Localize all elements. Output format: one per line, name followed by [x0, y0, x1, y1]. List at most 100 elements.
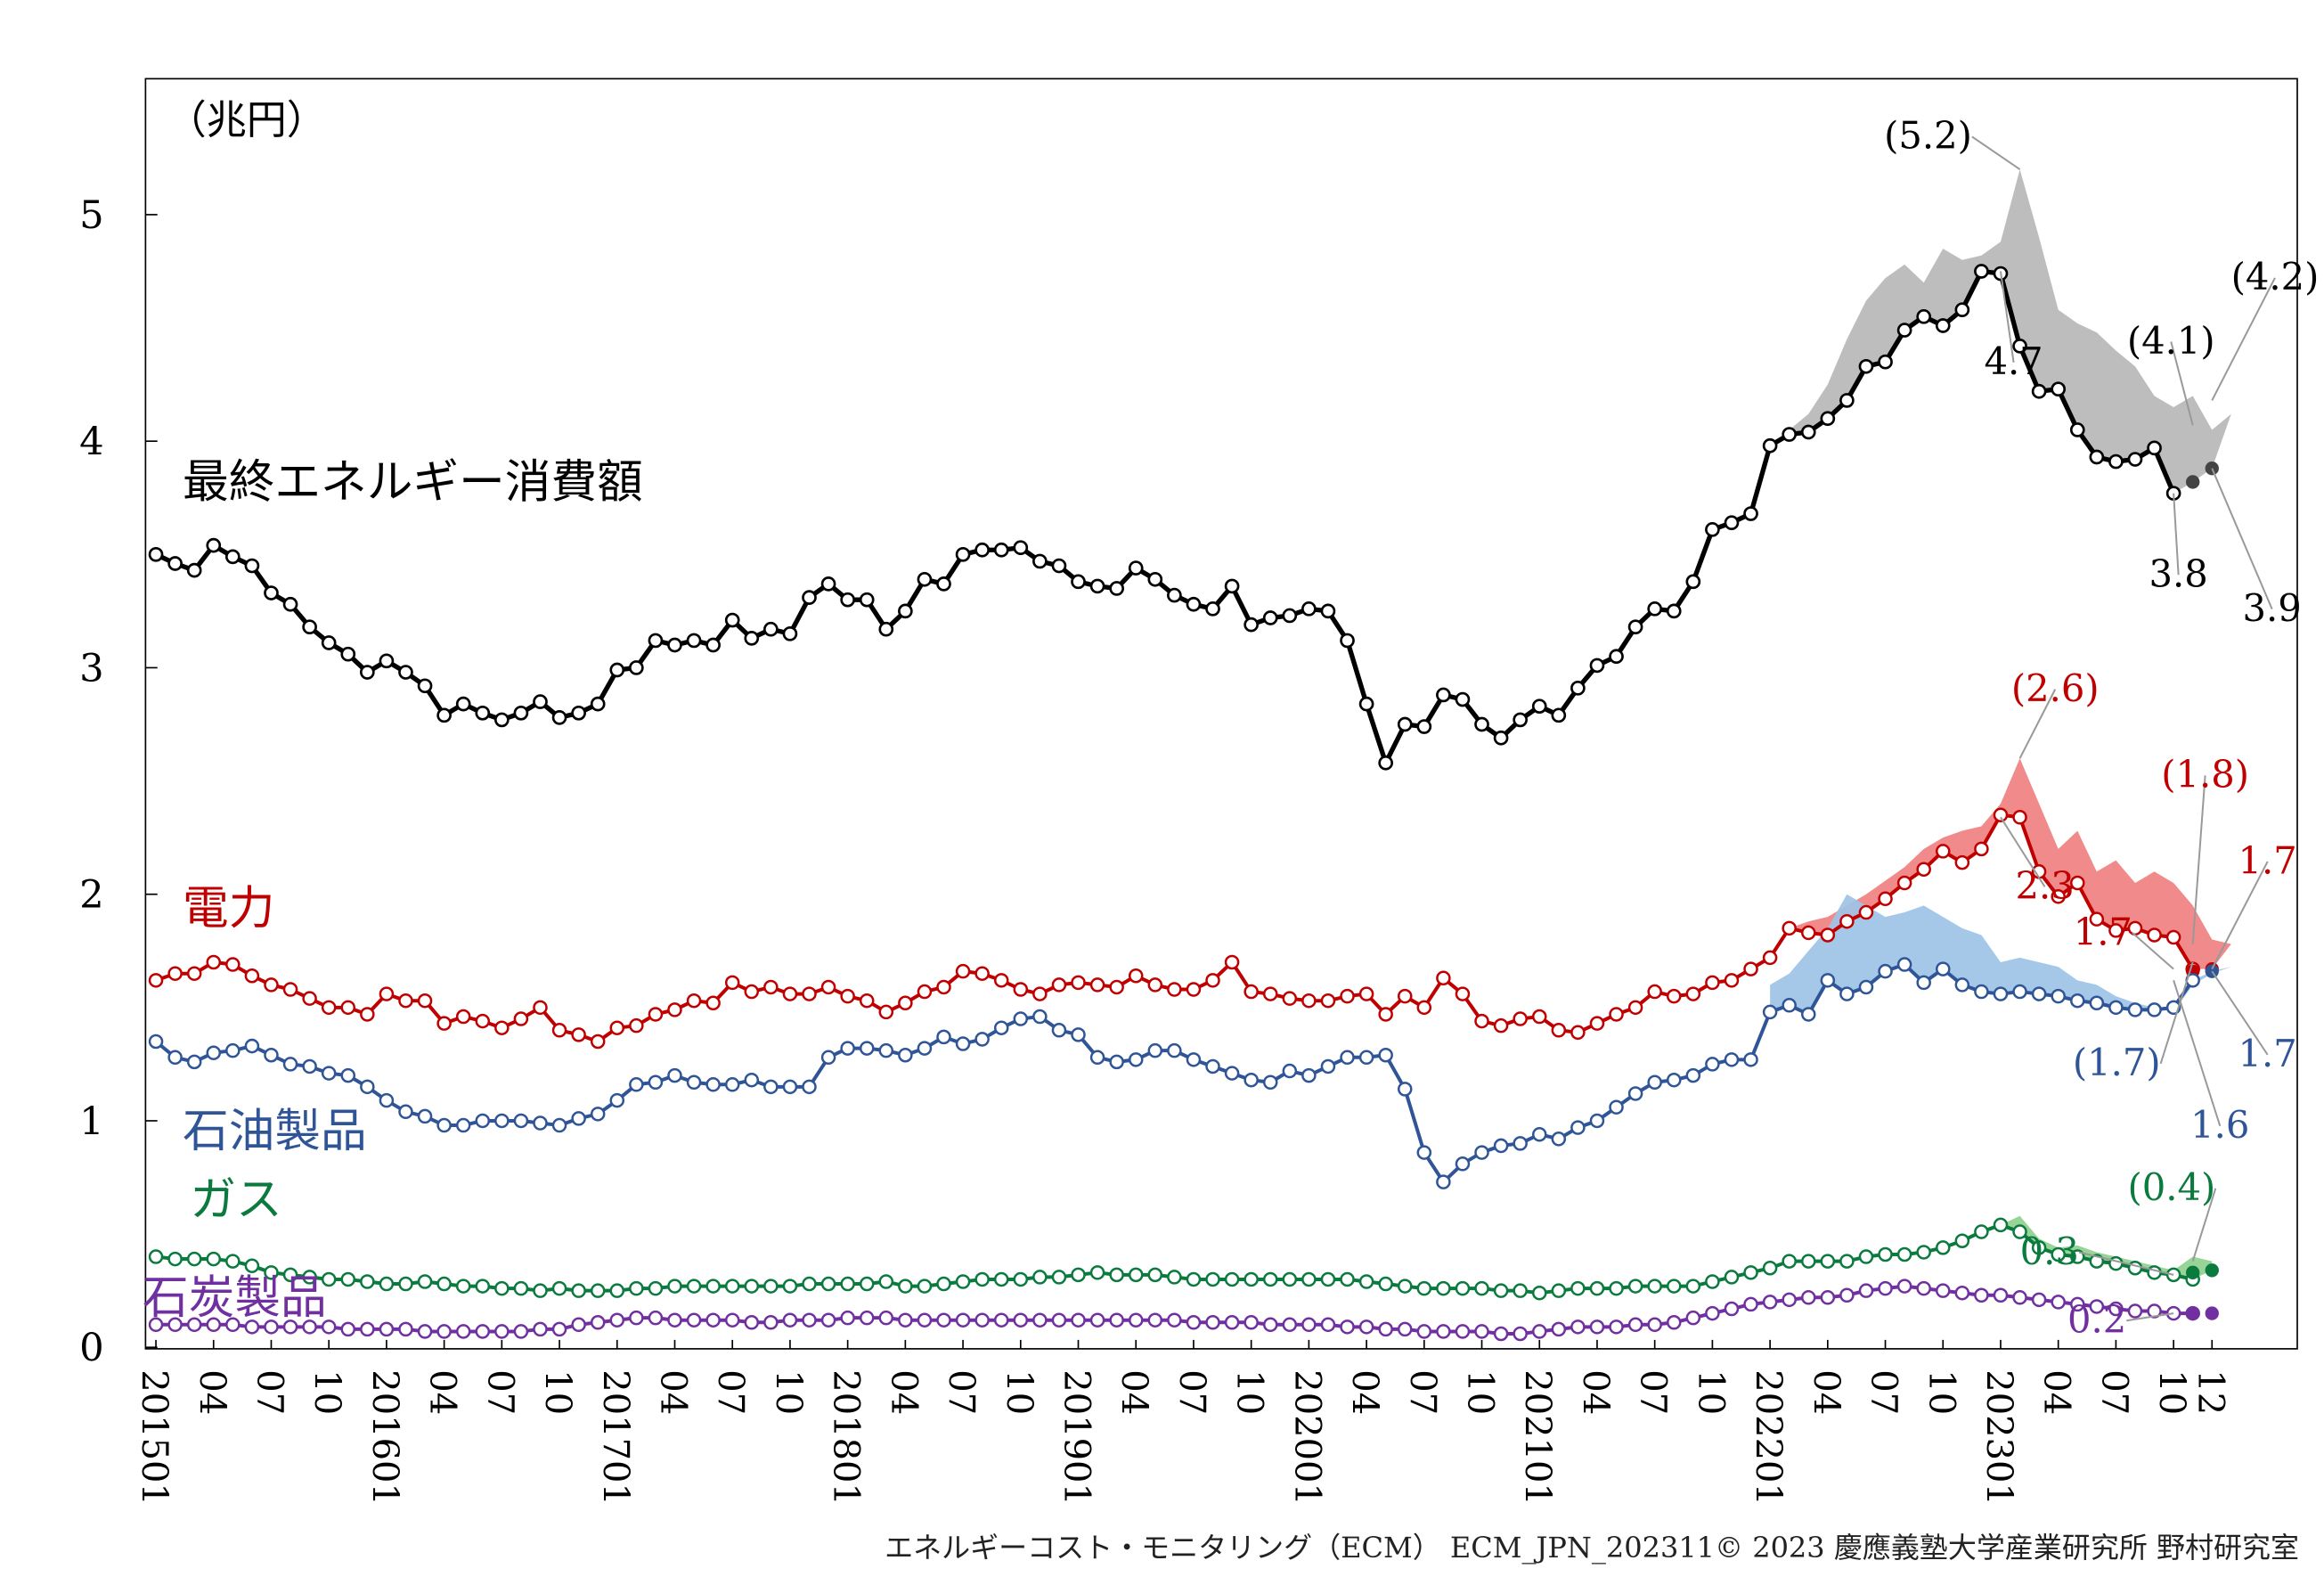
data-point [724, 1279, 740, 1294]
data-point [1531, 1009, 1547, 1025]
data-point [1513, 1011, 1528, 1026]
data-point [1743, 1265, 1758, 1280]
data-point [533, 1000, 548, 1016]
annotation-leader [2211, 277, 2276, 401]
data-point [1820, 973, 1836, 988]
data-point [724, 1312, 740, 1328]
data-point [1358, 1319, 1374, 1335]
data-point [1320, 1317, 1336, 1333]
data-point [1128, 1267, 1144, 1283]
data-point [186, 1317, 202, 1333]
data-point [2147, 927, 2162, 943]
data-point [705, 1312, 721, 1328]
data-point [1782, 1254, 1797, 1269]
forecast-point [2186, 475, 2200, 489]
data-point [321, 1271, 337, 1287]
data-point [1974, 1287, 1989, 1303]
data-point [1397, 716, 1413, 732]
x-tick-label: 10 [306, 1369, 347, 1415]
data-point [551, 1023, 567, 1038]
data-point [859, 1041, 875, 1056]
data-point [1436, 1324, 1451, 1339]
data-point [1609, 1007, 1624, 1022]
forecast-point [2205, 1263, 2219, 1278]
data-point [1282, 1317, 1298, 1333]
data-point [917, 1312, 933, 1328]
data-point [1051, 977, 1067, 993]
data-point [398, 1276, 413, 1292]
data-point [1858, 904, 1874, 920]
data-point [533, 1283, 548, 1298]
data-point [974, 542, 990, 558]
data-point [1416, 1000, 1432, 1016]
data-point [917, 1041, 933, 1056]
data-point [436, 1117, 452, 1133]
data-point [878, 1042, 894, 1058]
data-point [2127, 1260, 2143, 1276]
data-point [1147, 571, 1163, 587]
annotation-label: (5.2) [1884, 114, 1972, 158]
data-point [1916, 975, 1931, 991]
x-tick-label: 202301 [1978, 1369, 2019, 1506]
data-point [1570, 1025, 1586, 1041]
data-point [1974, 841, 1989, 857]
data-point [1685, 1310, 1701, 1326]
data-point [167, 966, 183, 981]
data-point [1262, 610, 1278, 625]
data-point [1282, 991, 1298, 1006]
data-point [264, 1319, 279, 1335]
data-point [840, 1276, 855, 1292]
data-point [1474, 1145, 1489, 1160]
data-point [1397, 988, 1413, 1004]
data-point [955, 1036, 971, 1051]
data-point [455, 1009, 471, 1025]
data-point [571, 705, 586, 721]
data-point [1627, 1086, 1643, 1101]
data-point [264, 1265, 279, 1280]
data-point [1878, 1246, 1893, 1262]
data-point [571, 1111, 586, 1126]
data-point [1896, 1279, 1912, 1294]
data-point [167, 1050, 183, 1066]
data-point [436, 707, 452, 723]
data-point [609, 1092, 625, 1108]
data-point [1685, 574, 1701, 590]
data-point [302, 1270, 317, 1285]
data-point [1762, 1260, 1778, 1276]
data-point [398, 1321, 413, 1337]
data-point [1724, 515, 1740, 531]
data-point [1858, 979, 1874, 995]
data-point [1167, 587, 1182, 603]
data-point [744, 984, 760, 1000]
data-point [1551, 707, 1567, 723]
data-point [2012, 1290, 2027, 1305]
data-point [1609, 1319, 1624, 1335]
data-point [1109, 581, 1124, 596]
forecast-point [2205, 964, 2219, 978]
x-tick-label: 202001 [1286, 1369, 1327, 1506]
forecast-point [2205, 462, 2219, 476]
x-tick-label: 12 [2189, 1369, 2230, 1415]
data-point [1839, 1287, 1855, 1303]
data-point [859, 1276, 875, 1292]
data-point [1205, 601, 1220, 617]
data-point [1455, 1324, 1471, 1339]
data-point [1531, 1285, 1547, 1301]
data-point [820, 1276, 836, 1292]
data-point [282, 982, 298, 997]
data-point [1589, 1113, 1605, 1129]
series-label: 電力 [183, 882, 274, 935]
data-point [398, 665, 413, 680]
data-point [1993, 986, 2009, 1001]
data-point [1109, 1312, 1124, 1328]
data-point [686, 1312, 702, 1328]
data-point [340, 1000, 356, 1016]
forecast-point [2186, 1265, 2200, 1279]
data-point [244, 558, 260, 574]
annotation-label: 0.3 [2020, 1230, 2079, 1273]
data-point [936, 1312, 951, 1328]
data-point [167, 1251, 183, 1267]
data-point [1705, 1305, 1720, 1321]
data-point [1167, 1312, 1182, 1328]
